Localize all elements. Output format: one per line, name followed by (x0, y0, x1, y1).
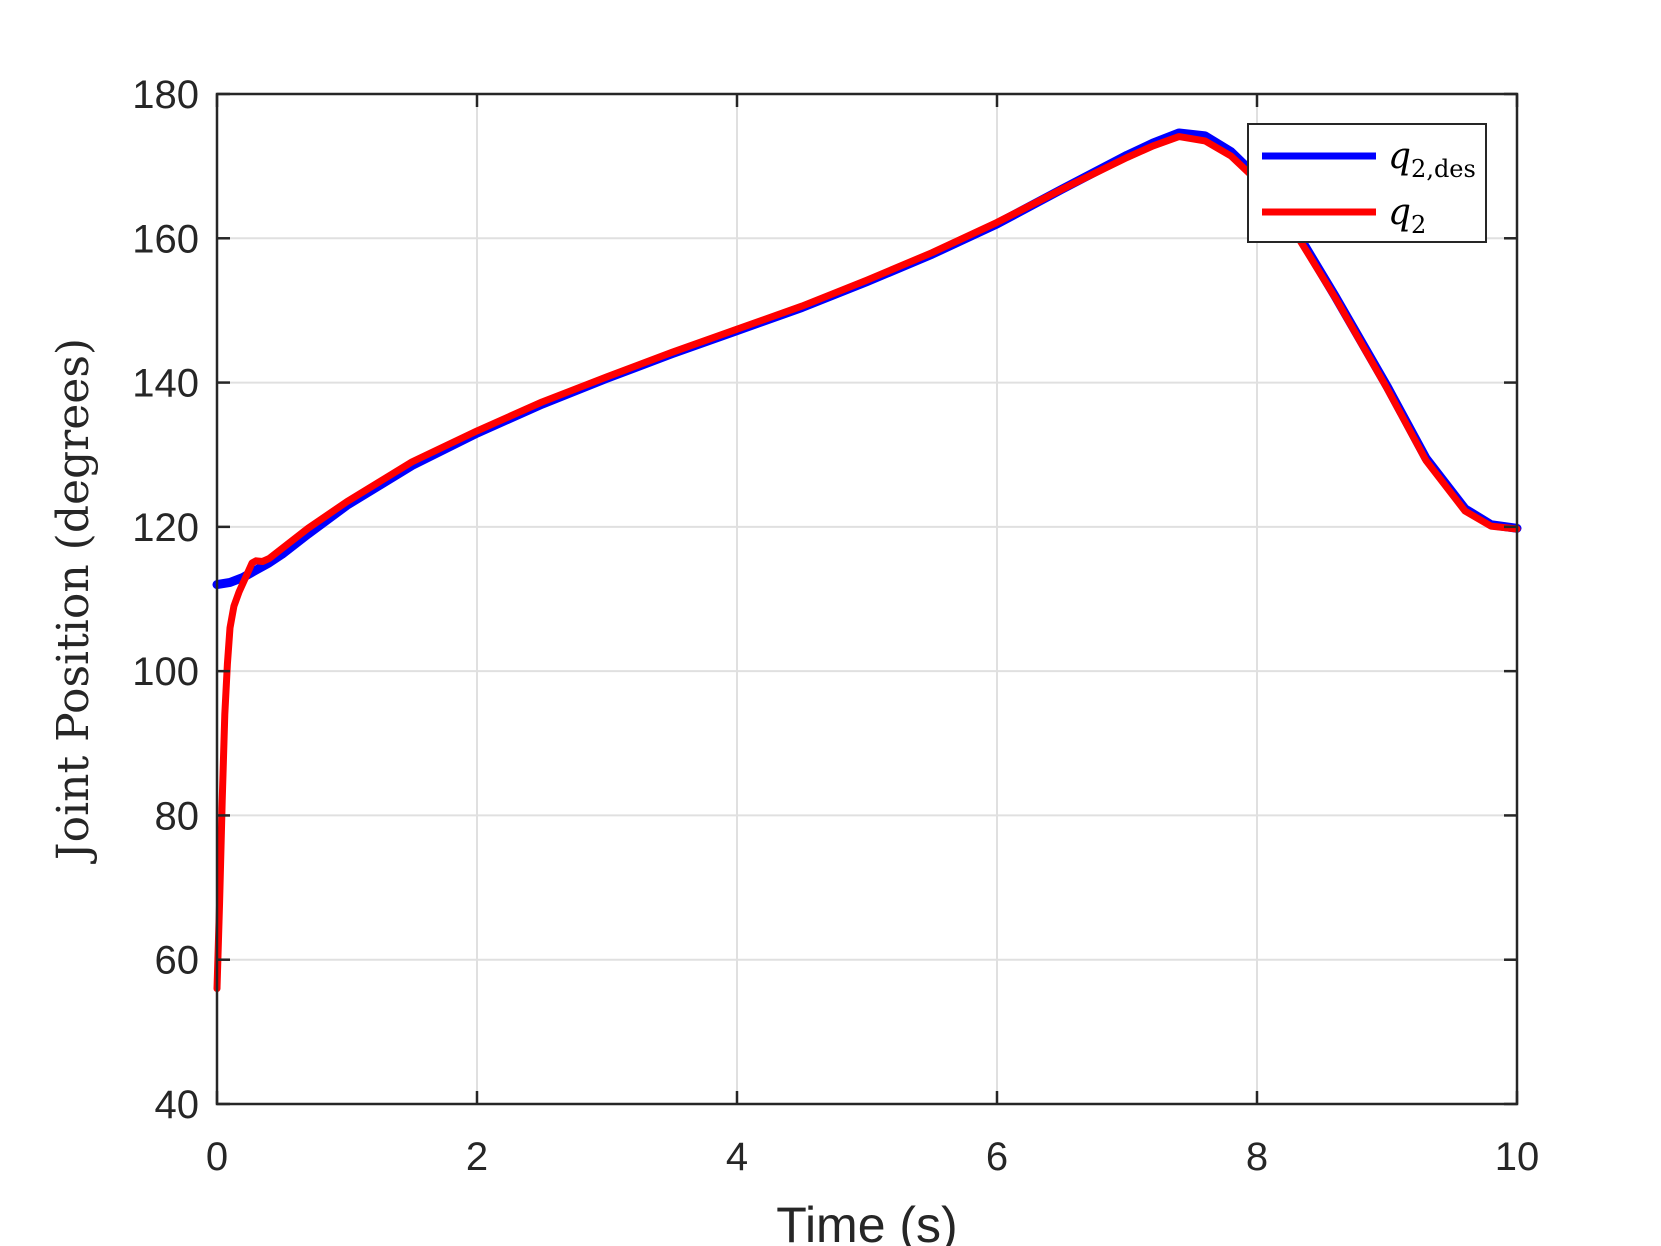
x-axis-label: Time (s) (776, 1197, 957, 1246)
y-tick-label: 60 (155, 939, 200, 983)
x-tick-label: 10 (1495, 1135, 1540, 1179)
series-lines (212, 128, 1522, 993)
axis-ticks (215, 92, 1519, 1106)
grid-lines (216, 93, 1518, 1105)
series-line-q2 (213, 133, 1521, 993)
y-tick-label: 160 (132, 217, 199, 261)
y-tick-label: 120 (132, 506, 199, 550)
plot-frame (215, 92, 1519, 1106)
y-tick-label: 100 (132, 650, 199, 694)
x-tick-label: 4 (726, 1135, 748, 1179)
legend: q2,des q2 (1247, 123, 1487, 243)
legend-box (1247, 123, 1487, 243)
y-tick-label: 140 (132, 362, 199, 406)
x-tick-labels: 0 2 4 6 8 10 (206, 1135, 1539, 1179)
y-tick-label: 40 (155, 1083, 200, 1127)
y-axis-label: Joint Position (degrees) (48, 338, 99, 864)
y-tick-labels: 40 60 80 100 120 140 160 180 (132, 73, 199, 1127)
x-tick-label: 8 (1246, 1135, 1268, 1179)
x-tick-label: 2 (466, 1135, 488, 1179)
x-tick-label: 6 (986, 1135, 1008, 1179)
y-tick-label: 180 (132, 73, 199, 117)
y-tick-label: 80 (155, 794, 200, 838)
legend-entry-label: q2 (1388, 192, 1426, 239)
x-tick-label: 0 (206, 1135, 228, 1179)
legend-entry-label: q2,des (1388, 136, 1476, 183)
